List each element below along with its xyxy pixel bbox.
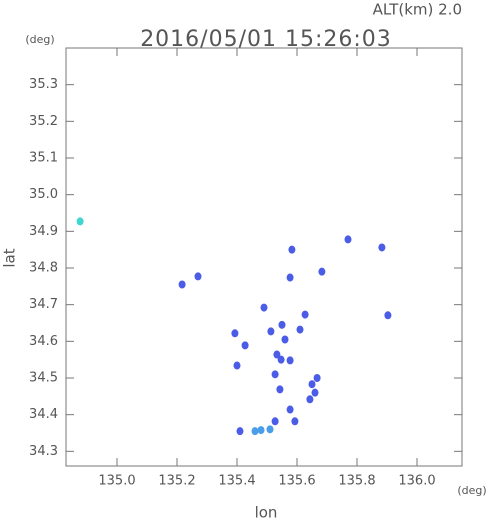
echo-cell — [291, 417, 299, 426]
echo-cell — [251, 427, 259, 436]
echo-cell — [273, 350, 281, 359]
echo-cell — [271, 370, 279, 379]
echo-cell — [257, 426, 265, 435]
echo-cell — [260, 303, 268, 312]
echo-cell — [378, 243, 386, 252]
echo-cell — [277, 355, 285, 364]
echo-cell — [178, 280, 186, 289]
y-unit: (deg) — [25, 33, 54, 46]
echo-cell — [194, 272, 202, 281]
echo-cell — [286, 405, 294, 414]
y-tick-label: 35.0 — [29, 187, 58, 202]
echo-cell — [241, 341, 249, 350]
echo-cell — [288, 245, 296, 254]
y-tick-label: 34.8 — [29, 261, 58, 276]
echo-cell — [308, 380, 316, 389]
y-tick-label: 34.9 — [29, 224, 58, 239]
echo-cell — [301, 310, 309, 319]
echo-cell — [306, 395, 314, 404]
echo-cell — [384, 311, 392, 320]
y-tick-label: 34.3 — [29, 444, 58, 459]
echo-cell — [271, 417, 279, 426]
echo-cell — [318, 267, 326, 276]
y-tick-label: 35.1 — [29, 151, 58, 166]
y-axis-label: lat — [1, 248, 19, 267]
echo-cell — [344, 235, 352, 244]
x-tick-label: 135.8 — [338, 474, 375, 489]
x-tick-label: 135.2 — [158, 474, 195, 489]
plot-frame — [65, 47, 463, 467]
echo-cell — [311, 388, 319, 397]
echo-cell — [286, 273, 294, 282]
altitude-label: ALT(km) 2.0 — [373, 1, 462, 19]
echo-cell — [278, 320, 286, 329]
x-tick-label: 135.4 — [218, 474, 255, 489]
echo-cell — [281, 335, 289, 344]
echo-cell — [76, 217, 84, 226]
y-tick-label: 34.7 — [29, 297, 58, 312]
y-tick-label: 34.5 — [29, 371, 58, 386]
x-unit: (deg) — [457, 484, 486, 497]
x-tick-label: 136.0 — [398, 474, 435, 489]
y-tick-label: 34.6 — [29, 334, 58, 349]
echo-cell — [236, 427, 244, 436]
echo-cell — [276, 385, 284, 394]
echo-cell — [296, 325, 304, 334]
echo-cell — [266, 425, 274, 434]
y-tick-label: 34.4 — [29, 407, 58, 422]
y-tick-label: 35.2 — [29, 114, 58, 129]
y-tick-label: 35.3 — [29, 77, 58, 92]
x-tick-label: 135.6 — [278, 474, 315, 489]
echo-cell — [313, 374, 321, 382]
echo-cell — [267, 327, 275, 336]
x-tick-label: 135.0 — [98, 474, 135, 489]
echo-cell — [286, 356, 294, 365]
echo-cell — [231, 329, 239, 338]
x-axis-label: lon — [255, 504, 278, 521]
echo-cell — [233, 361, 241, 370]
